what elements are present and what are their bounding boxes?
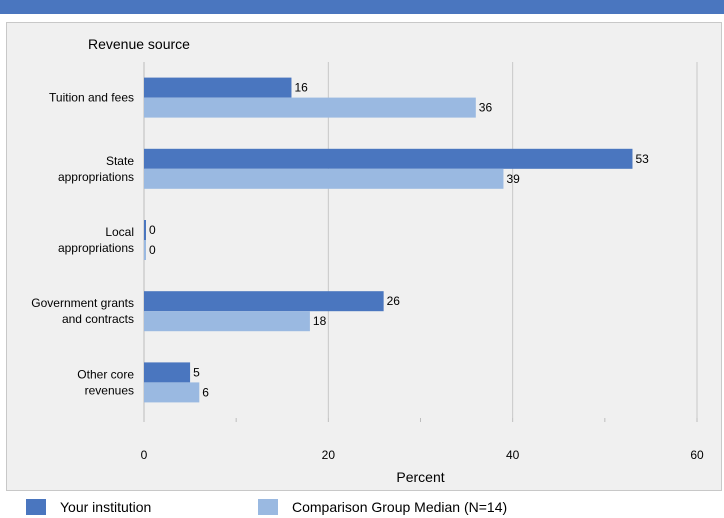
data-label-series0-cat0: 16 xyxy=(294,81,308,95)
category-label-4-line0: Other core xyxy=(77,367,134,381)
bar-series0-cat4 xyxy=(144,362,191,383)
x-tick-label-40: 40 xyxy=(506,448,520,462)
category-axis-title: Revenue source xyxy=(88,36,190,52)
category-label-0-line0: Tuition and fees xyxy=(49,91,134,105)
bar-series1-cat3 xyxy=(144,311,310,332)
x-tick-label-0: 0 xyxy=(141,448,148,462)
data-label-series0-cat2: 0 xyxy=(149,223,156,237)
data-label-series1-cat0: 36 xyxy=(479,101,493,115)
data-label-series1-cat3: 18 xyxy=(313,314,327,328)
bar-series0-cat3 xyxy=(144,291,384,312)
category-label-2-line0: Local xyxy=(105,225,134,239)
header-accent-bar xyxy=(0,0,724,14)
bar-series1-cat0 xyxy=(144,97,476,118)
legend-label-comparison: Comparison Group Median (N=14) xyxy=(292,499,508,515)
legend-label-your-institution: Your institution xyxy=(60,499,152,515)
bar-series1-cat2 xyxy=(144,240,146,260)
category-label-4-line1: revenues xyxy=(85,383,134,397)
x-tick-label-60: 60 xyxy=(690,448,704,462)
data-label-series1-cat1: 39 xyxy=(506,172,520,186)
data-label-series0-cat3: 26 xyxy=(387,294,401,308)
legend-swatch-comparison xyxy=(258,499,278,515)
category-label-3-line0: Government grants xyxy=(31,296,134,310)
bar-series0-cat1 xyxy=(144,148,633,169)
chart-legend: Your institution Comparison Group Median… xyxy=(0,493,724,518)
x-tick-label-20: 20 xyxy=(322,448,336,462)
data-label-series0-cat4: 5 xyxy=(193,365,200,379)
data-label-series0-cat1: 53 xyxy=(635,152,649,166)
bar-series0-cat2 xyxy=(144,220,146,240)
category-label-1-line0: State xyxy=(106,154,134,168)
legend-item-comparison: Comparison Group Median (N=14) xyxy=(258,499,507,515)
plot-area xyxy=(144,62,697,418)
x-axis-label: Percent xyxy=(396,469,444,485)
category-label-2-line1: appropriations xyxy=(58,241,134,255)
bar-series1-cat1 xyxy=(144,168,504,189)
data-label-series1-cat2: 0 xyxy=(149,243,156,257)
category-label-3-line1: and contracts xyxy=(62,312,134,326)
bar-series1-cat4 xyxy=(144,382,200,403)
legend-item-your-institution: Your institution xyxy=(26,499,151,515)
legend-swatch-your-institution xyxy=(26,499,46,515)
data-label-series1-cat4: 6 xyxy=(202,385,209,399)
category-label-1-line1: appropriations xyxy=(58,170,134,184)
bar-series0-cat0 xyxy=(144,77,292,98)
